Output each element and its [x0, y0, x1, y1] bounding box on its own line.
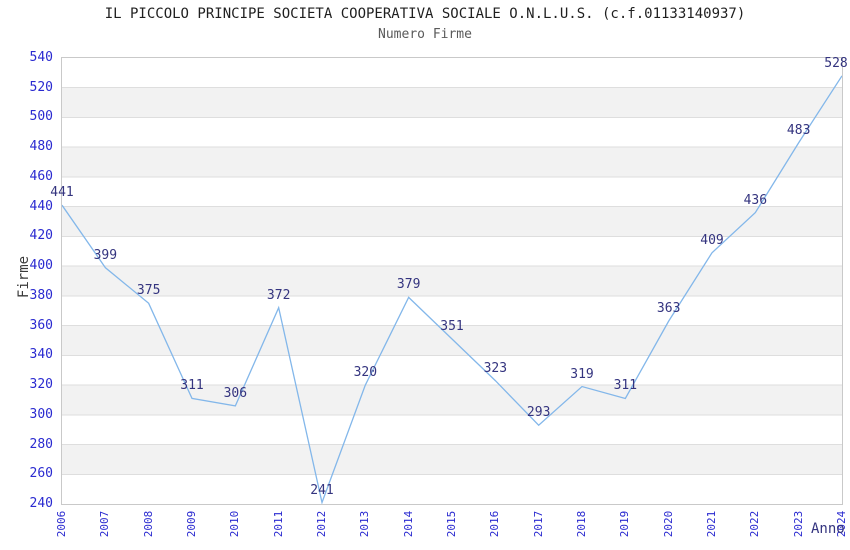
data-point-label: 372 [266, 287, 291, 303]
data-point-label: 306 [223, 385, 248, 401]
chart-title: IL PICCOLO PRINCIPE SOCIETA COOPERATIVA … [104, 6, 746, 22]
data-point-label: 293 [526, 405, 551, 421]
y-tick-label: 400 [29, 258, 53, 274]
y-tick-label: 440 [29, 198, 53, 214]
x-tick-label: 2019 [618, 510, 632, 538]
data-point-label: 351 [440, 318, 464, 334]
y-tick-label: 280 [29, 436, 53, 452]
y-tick-label: 540 [29, 50, 53, 65]
x-tick-label: 2018 [575, 510, 588, 538]
grid-band [62, 147, 842, 177]
x-tick-label: 2014 [401, 510, 415, 538]
x-tick-label: 2007 [98, 510, 112, 538]
x-tick-label: 2022 [748, 510, 762, 538]
data-point-label: 311 [180, 378, 204, 394]
data-point-label: 483 [786, 122, 811, 138]
y-tick-label: 320 [29, 377, 53, 393]
grid-band [62, 444, 842, 475]
data-point-label: 399 [93, 247, 118, 263]
y-tick-label: 360 [29, 317, 53, 333]
x-axis-title: Anno [811, 521, 845, 537]
y-tick-label: 240 [29, 496, 53, 511]
x-tick-label: 2013 [358, 510, 372, 538]
y-tick-label: 420 [29, 228, 53, 244]
grid-band [62, 87, 842, 118]
data-point-label: 323 [483, 360, 508, 376]
grid-band [62, 206, 842, 237]
x-tick-label: 2008 [141, 510, 155, 538]
data-point-label: 441 [50, 185, 74, 201]
y-tick-label: 460 [29, 168, 53, 184]
data-point-label: 528 [824, 55, 848, 71]
y-tick-label: 300 [29, 406, 53, 422]
x-tick-label: 2006 [55, 510, 68, 538]
data-point-label: 375 [136, 283, 161, 299]
y-tick-label: 340 [29, 347, 53, 363]
grid-band [62, 266, 842, 296]
y-tick-label: 520 [29, 79, 53, 95]
data-point-label: 409 [700, 232, 724, 248]
chart-subtitle: Numero Firme [378, 27, 472, 42]
x-tick-label: 2011 [271, 510, 285, 538]
x-tick-label: 2016 [488, 510, 502, 538]
grid-band [62, 385, 842, 415]
data-point-label: 379 [396, 277, 421, 293]
grid-band [62, 325, 842, 356]
data-point-label: 436 [743, 192, 768, 208]
x-tick-label: 2010 [228, 510, 242, 538]
y-tick-label: 260 [29, 466, 53, 482]
data-point-label: 311 [613, 378, 638, 394]
line-chart-svg [62, 75, 842, 504]
y-tick-label: 500 [29, 109, 53, 125]
y-tick-label: 480 [29, 139, 53, 155]
chart-line [62, 75, 842, 504]
x-tick-label: 2023 [791, 510, 805, 538]
data-point-label: 320 [353, 365, 378, 381]
x-tick-label: 2015 [445, 510, 458, 538]
x-tick-label: 2017 [531, 510, 545, 538]
y-tick-label: 380 [29, 287, 53, 303]
data-point-label: 363 [656, 301, 681, 317]
data-point-label: 319 [570, 366, 594, 382]
plot-area [61, 57, 843, 505]
x-tick-label: 2009 [185, 510, 198, 538]
data-point-label: 241 [310, 482, 334, 498]
x-tick-label: 2021 [705, 510, 718, 538]
y-axis-title: Firme [16, 255, 32, 299]
x-tick-label: 2012 [315, 510, 328, 538]
x-tick-label: 2020 [661, 510, 675, 538]
